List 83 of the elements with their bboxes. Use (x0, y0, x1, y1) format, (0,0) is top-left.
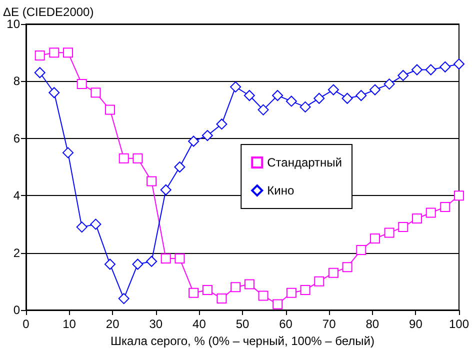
point (216, 294, 227, 304)
y-tick-label: 10 (6, 17, 20, 31)
point (356, 90, 367, 101)
point (34, 50, 45, 60)
legend-label: Стандартный (267, 156, 342, 170)
point (314, 92, 325, 104)
y-tick-label: 0 (13, 303, 20, 317)
point (328, 84, 339, 96)
x-tick-label: 90 (409, 317, 423, 331)
point (398, 70, 409, 81)
point (369, 84, 380, 96)
point (426, 208, 436, 218)
point (286, 96, 297, 107)
x-tick-label: 80 (366, 317, 380, 331)
point (286, 288, 296, 298)
point (440, 202, 450, 212)
point (90, 88, 101, 98)
point (342, 262, 352, 272)
point (160, 184, 172, 196)
x-tick-label: 70 (322, 317, 336, 331)
point (272, 90, 284, 101)
point (258, 104, 269, 116)
point (230, 81, 242, 92)
point (132, 153, 143, 164)
point (258, 290, 268, 301)
y-tick-label: 2 (13, 246, 20, 260)
point (411, 64, 422, 76)
point (118, 293, 130, 304)
point (76, 222, 88, 233)
point (244, 279, 254, 290)
point (398, 222, 408, 232)
point (160, 254, 171, 264)
point (300, 284, 310, 295)
point (202, 284, 212, 295)
point (244, 90, 255, 101)
x-tick-label: 0 (22, 317, 30, 331)
y-axis-title: ΔE (CIEDE2000) (3, 5, 94, 19)
point (384, 78, 395, 90)
point (384, 228, 394, 238)
point (314, 276, 324, 286)
y-tick-label: 4 (13, 188, 20, 203)
point (174, 254, 185, 264)
point (34, 67, 46, 78)
point (104, 258, 116, 270)
point (440, 61, 451, 72)
x-tick-label: 30 (149, 317, 163, 331)
x-axis-title: Шкала серого, % (0% – черный, 100% – белый) (110, 334, 374, 348)
point (300, 101, 311, 112)
point (90, 218, 102, 230)
y-tick-label: 6 (13, 131, 20, 146)
point (412, 213, 422, 224)
point (63, 48, 73, 58)
x-tick-label: 10 (62, 317, 76, 331)
point (188, 288, 199, 298)
legend-label: Кино (267, 184, 294, 198)
point (328, 268, 338, 278)
point (48, 87, 60, 98)
point (453, 58, 464, 70)
point (216, 118, 228, 130)
point (425, 64, 436, 76)
point (132, 258, 144, 270)
y-tick-label: 8 (13, 74, 20, 88)
point (342, 92, 353, 104)
point (188, 136, 200, 147)
point (146, 256, 158, 267)
point (230, 282, 241, 292)
point (454, 190, 464, 201)
x-tick-label: 20 (106, 317, 120, 331)
point (62, 147, 74, 158)
point (105, 104, 115, 115)
point (202, 130, 213, 142)
x-tick-label: 50 (236, 317, 250, 331)
x-tick-label: 100 (448, 317, 470, 331)
point (146, 176, 157, 186)
point (370, 234, 380, 244)
point (272, 299, 283, 310)
point (76, 79, 87, 90)
point (356, 244, 366, 255)
x-tick-label: 40 (192, 317, 206, 331)
point (118, 153, 129, 164)
point (49, 48, 60, 58)
x-tick-label: 60 (279, 317, 293, 331)
point (174, 162, 186, 172)
